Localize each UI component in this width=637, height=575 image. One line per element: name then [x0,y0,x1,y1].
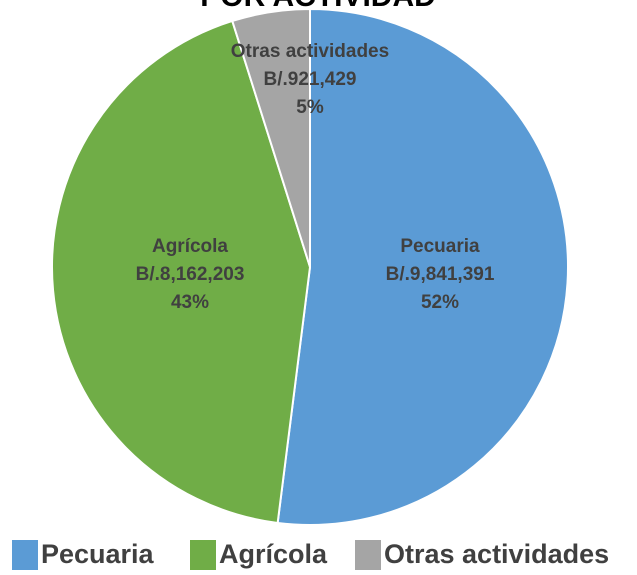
slice-label-value: B/.8,162,203 [136,264,245,285]
legend-swatch [355,540,381,570]
legend-label: Agrícola [219,539,328,569]
legend-label: Otras actividades [384,539,609,569]
legend-swatch [190,540,216,570]
pie-slice [276,7,569,526]
chart-title: POR ACTIVIDAD [200,0,436,13]
slice-label-percent: 5% [296,97,324,118]
legend-swatch [12,540,38,570]
slice-label-percent: 52% [421,292,459,313]
legend-label: Pecuaria [41,539,155,569]
slice-label-name: Pecuaria [400,236,480,257]
slice-label-name: Agrícola [152,236,228,257]
pie-slice [231,7,311,268]
slice-label-percent: 43% [171,292,209,313]
slice-label-name: Otras actividades [231,41,389,62]
pie-slice [51,19,312,525]
slice-label-value: B/.921,429 [264,69,357,90]
slice-label-value: B/.9,841,391 [386,264,495,285]
